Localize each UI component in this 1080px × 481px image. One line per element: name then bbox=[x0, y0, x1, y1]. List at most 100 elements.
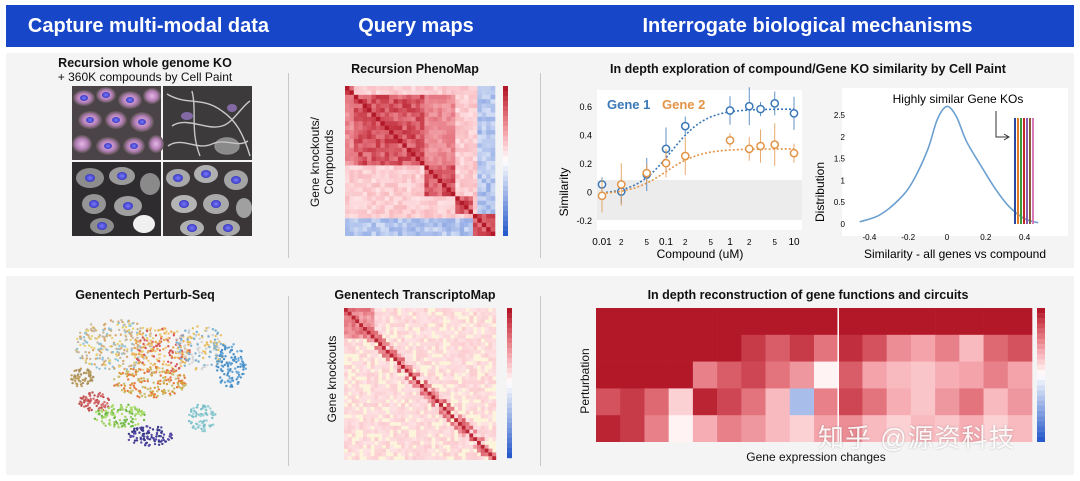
transcriptomap-cell bbox=[382, 387, 386, 392]
phenomap-cell bbox=[428, 125, 434, 131]
transcriptomap-cell bbox=[458, 372, 462, 377]
transcriptomap-cell bbox=[344, 399, 348, 404]
reconstruction-cell bbox=[717, 361, 742, 389]
phenomap-cell bbox=[415, 183, 421, 188]
umap-point bbox=[80, 384, 83, 388]
phenomap-cell bbox=[464, 169, 469, 175]
phenomap-cell bbox=[415, 108, 421, 113]
phenomap-cell bbox=[402, 112, 408, 118]
transcriptomap-cell bbox=[427, 330, 432, 335]
transcriptomap-cell bbox=[454, 357, 459, 362]
phenomap-cell bbox=[367, 196, 372, 202]
colorbar-segment bbox=[503, 186, 508, 192]
reconstruction-cell bbox=[862, 334, 887, 362]
phenomap-cell bbox=[450, 165, 456, 171]
umap-point bbox=[138, 431, 141, 434]
umap-point bbox=[205, 326, 208, 330]
umap-point bbox=[130, 347, 133, 350]
umap-point bbox=[86, 380, 90, 383]
phenomap-cell bbox=[362, 94, 368, 100]
umap-point bbox=[100, 414, 104, 418]
transcriptomap-cell bbox=[431, 365, 436, 369]
phenomap-cell bbox=[472, 152, 478, 157]
umap-point bbox=[142, 418, 146, 422]
reconstruction-cell bbox=[935, 361, 960, 389]
colorbar-segment bbox=[503, 216, 508, 222]
reconstruction-cell bbox=[1007, 388, 1033, 416]
phenomap-cell bbox=[380, 94, 386, 100]
phenomap-cell bbox=[477, 156, 483, 162]
transcriptomap-cell bbox=[458, 403, 462, 407]
transcriptomap-cell bbox=[465, 444, 470, 449]
transcriptomap-cell bbox=[465, 380, 470, 385]
umap-point bbox=[137, 412, 140, 415]
transcriptomap-cell bbox=[423, 380, 428, 385]
transcriptomap-cell bbox=[385, 422, 390, 426]
phenomap-cell bbox=[345, 86, 350, 91]
transcriptomap-cell bbox=[446, 372, 451, 377]
transcriptomap-cell bbox=[454, 448, 459, 453]
phenomap-cell bbox=[358, 116, 363, 122]
transcriptomap-cell bbox=[370, 330, 375, 335]
transcriptomap-cell bbox=[461, 338, 466, 343]
phenomap-cell bbox=[411, 108, 416, 113]
umap-point bbox=[146, 338, 149, 341]
row1-divider-1 bbox=[288, 73, 289, 258]
phenomap-cell bbox=[486, 213, 491, 219]
phenomap-cells bbox=[345, 86, 496, 236]
phenomap-cell bbox=[472, 125, 478, 131]
umap-point bbox=[187, 343, 190, 346]
umap-point bbox=[71, 381, 74, 385]
phenomap-cell bbox=[490, 152, 496, 157]
phenomap-cell bbox=[477, 183, 483, 188]
phenomap-cell bbox=[393, 231, 399, 236]
phenomap-cell bbox=[486, 161, 491, 166]
umap-point bbox=[75, 350, 78, 353]
transcriptomap-cell bbox=[404, 387, 409, 392]
transcriptomap-cell bbox=[397, 441, 402, 445]
phenomap-cell bbox=[393, 125, 399, 131]
transcriptomap-colorbar bbox=[507, 308, 512, 459]
phenomap-cell bbox=[468, 209, 474, 215]
phenomap-cell bbox=[353, 143, 359, 149]
phenomap-cell bbox=[411, 165, 416, 171]
reconstruction-cell bbox=[1007, 415, 1033, 442]
phenomap-cell bbox=[428, 94, 434, 100]
dist-xtick: 0 bbox=[945, 233, 950, 242]
umap-point bbox=[83, 405, 86, 408]
umap-point bbox=[88, 406, 91, 410]
phenomap-cell bbox=[406, 108, 412, 113]
transcriptomap-cell bbox=[442, 330, 447, 335]
phenomap-cell bbox=[446, 143, 452, 149]
umap-point bbox=[115, 354, 119, 357]
phenomap-cell bbox=[459, 161, 465, 166]
umap-point bbox=[123, 329, 126, 332]
umap-point bbox=[97, 402, 100, 405]
umap-cluster-7 bbox=[70, 367, 95, 388]
umap-point bbox=[130, 409, 134, 413]
transcriptomap-cell bbox=[393, 406, 398, 411]
phenomap-cell bbox=[420, 112, 425, 118]
phenomap-cell bbox=[446, 231, 452, 236]
umap-point bbox=[91, 376, 95, 379]
transcriptomap-cell bbox=[344, 327, 348, 331]
transcriptomap-cell bbox=[427, 444, 432, 449]
umap-point bbox=[159, 328, 162, 332]
transcriptomap-cell bbox=[382, 441, 386, 445]
transcriptomap-cell bbox=[408, 372, 413, 377]
transcriptomap-cell bbox=[416, 384, 421, 388]
phenomap-cell bbox=[464, 116, 469, 122]
umap-point bbox=[76, 383, 79, 386]
umap-point bbox=[122, 359, 125, 363]
umap-point bbox=[144, 334, 148, 337]
similar-gene-ko-lines bbox=[1014, 118, 1034, 224]
phenomap-cell bbox=[371, 213, 377, 219]
transcriptomap-cell bbox=[480, 410, 485, 415]
umap-point bbox=[119, 333, 123, 336]
transcriptomap-cell bbox=[355, 391, 360, 396]
colorbar-segment bbox=[507, 428, 512, 434]
transcriptomap-cell bbox=[435, 433, 440, 438]
umap-point bbox=[143, 392, 146, 396]
transcriptomap-cell bbox=[370, 410, 375, 415]
transcriptomap-cell bbox=[404, 448, 409, 453]
